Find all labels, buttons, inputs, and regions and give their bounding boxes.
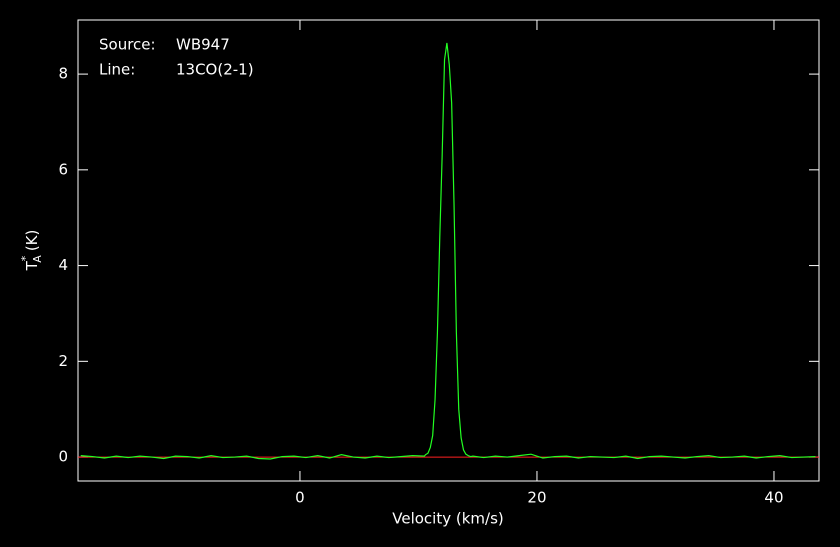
x-tick-label: 20 bbox=[527, 489, 546, 507]
y-tick-label: 4 bbox=[58, 256, 68, 274]
plot-frame bbox=[77, 19, 820, 482]
y-tick-label: 8 bbox=[58, 65, 68, 83]
annotation-key: Line: bbox=[99, 61, 135, 79]
y-tick-label: 0 bbox=[58, 448, 68, 466]
x-axis-label: Velocity (km/s) bbox=[392, 510, 503, 528]
spectrum-line bbox=[80, 42, 816, 460]
y-axis-label: T*A (K) bbox=[19, 230, 44, 272]
y-tick-label: 2 bbox=[58, 352, 68, 370]
y-label-sup: * bbox=[19, 255, 32, 261]
annotation-key: Source: bbox=[99, 36, 156, 54]
annotation-value: WB947 bbox=[176, 36, 230, 54]
x-tick-label: 40 bbox=[764, 489, 783, 507]
y-label-symbol: T bbox=[23, 260, 41, 271]
y-label-unit: (K) bbox=[23, 230, 41, 252]
y-tick-label: 6 bbox=[58, 160, 68, 178]
annotation-value: 13CO(2-1) bbox=[176, 61, 254, 79]
y-label-sub: A bbox=[31, 255, 44, 263]
x-tick-label: 0 bbox=[295, 489, 305, 507]
